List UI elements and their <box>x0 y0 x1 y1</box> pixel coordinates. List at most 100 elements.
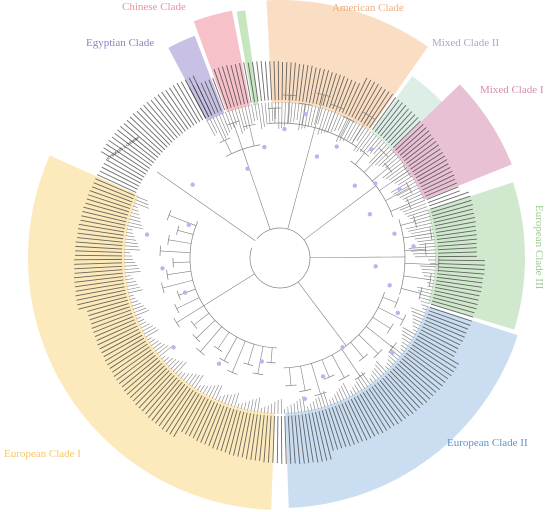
leaf-label-mark <box>165 389 194 433</box>
tip-branch <box>342 382 351 398</box>
tip-branch <box>385 156 399 168</box>
leaf-label-mark <box>287 415 292 464</box>
tip-branch <box>391 169 410 183</box>
tip-branch <box>159 346 172 357</box>
tip-branch <box>125 281 136 284</box>
leaf-label-mark <box>80 219 125 229</box>
leaf-label-mark <box>435 287 480 297</box>
tip-branch <box>388 355 397 363</box>
leaf-label-mark <box>138 372 173 409</box>
tip-branch <box>124 248 141 251</box>
leaf-label-mark <box>430 195 471 210</box>
tip-branch <box>161 355 166 360</box>
tree-branches <box>124 92 440 414</box>
tip-branch <box>336 391 342 402</box>
clade-label-european-2: European Clade II <box>447 437 528 449</box>
subclade-branch <box>200 326 222 352</box>
bootstrap-node <box>352 183 358 188</box>
tip-branch <box>407 209 429 217</box>
leaf-label-mark <box>408 144 440 167</box>
tip-branch <box>270 403 273 414</box>
subclade-arc <box>384 162 393 173</box>
leaf-label-mark <box>420 170 453 188</box>
tip-branch <box>299 398 303 413</box>
tip-branch <box>310 106 317 126</box>
leaf-label-mark <box>143 104 176 141</box>
leaf-label-mark <box>237 412 248 457</box>
subclade-arc <box>167 234 170 245</box>
subclade-arc <box>176 290 181 300</box>
tip-branch <box>125 235 135 238</box>
tip-branch <box>129 215 141 219</box>
leaf-label-mark <box>363 88 386 125</box>
tip-branch <box>419 293 432 298</box>
leaf-label-mark <box>204 81 219 113</box>
tip-branch <box>361 371 371 386</box>
leaf-label-mark <box>245 413 255 460</box>
tip-branch <box>340 386 348 399</box>
leaf-label-mark <box>298 64 305 102</box>
tip-branch <box>366 137 380 153</box>
subclade-arc <box>196 347 205 356</box>
leaf-label-mark <box>267 415 272 463</box>
leaf-label-mark <box>77 293 127 306</box>
leaf-label-mark <box>397 127 427 154</box>
leaf-label-mark <box>417 163 449 182</box>
leaf-label-mark <box>371 97 397 131</box>
tip-branch <box>290 102 293 123</box>
tip-branch <box>254 103 258 120</box>
tip-branch <box>221 112 231 133</box>
tip-branch <box>152 342 162 349</box>
tip-branch <box>274 102 277 120</box>
leaf-label-mark <box>158 385 189 427</box>
internal-branch <box>203 273 255 306</box>
tip-branch <box>421 268 436 271</box>
leaf-label-mark <box>435 225 476 234</box>
leaf-label-mark <box>129 116 166 151</box>
leaf-label-mark <box>437 266 485 271</box>
subclade-branch <box>378 307 404 321</box>
subclade-branch <box>224 140 232 154</box>
tip-branch <box>412 252 436 255</box>
tip-branch <box>131 208 139 212</box>
tip-branch <box>349 123 361 142</box>
leaf-label-mark <box>220 408 235 452</box>
tip-branch <box>320 393 326 408</box>
tip-branch <box>257 397 261 413</box>
tip-branch <box>126 284 138 287</box>
clade-label-chinese: Chinese Clade <box>122 1 186 13</box>
tip-branch <box>284 102 286 127</box>
tip-branch <box>124 268 140 270</box>
tip-branch <box>359 133 375 152</box>
leaf-label-mark <box>376 382 406 420</box>
tip-branch <box>370 374 377 382</box>
leaf-label-mark <box>111 346 150 373</box>
leaf-label-mark <box>172 85 198 124</box>
tip-branch <box>211 384 220 399</box>
leaf-label-mark <box>424 319 465 338</box>
tip-branch <box>352 125 363 142</box>
bootstrap-node <box>190 182 195 187</box>
leaf-label-mark <box>331 407 347 447</box>
clade-sector-mixed1 <box>391 84 512 200</box>
leaf-label-mark <box>385 111 413 141</box>
tip-branch <box>327 112 336 133</box>
tip-branch <box>427 285 434 288</box>
leaf-label-mark <box>410 148 441 170</box>
bootstrap-node <box>373 181 378 186</box>
tip-branch <box>310 403 313 411</box>
tip-branch <box>238 107 246 131</box>
tip-branch <box>199 385 205 393</box>
tip-branch <box>260 407 262 413</box>
leaf-label-mark <box>76 237 123 243</box>
tip-branch <box>322 391 329 407</box>
tip-branch <box>127 289 143 294</box>
leaf-label-mark <box>263 415 269 463</box>
subclade-arc <box>388 342 397 353</box>
bootstrap-node <box>334 144 339 149</box>
leaf-label-mark <box>437 259 485 262</box>
leaf-label-mark <box>101 331 141 354</box>
tip-branch <box>133 307 147 313</box>
tip-branch <box>267 405 269 414</box>
tip-branch <box>363 135 377 153</box>
